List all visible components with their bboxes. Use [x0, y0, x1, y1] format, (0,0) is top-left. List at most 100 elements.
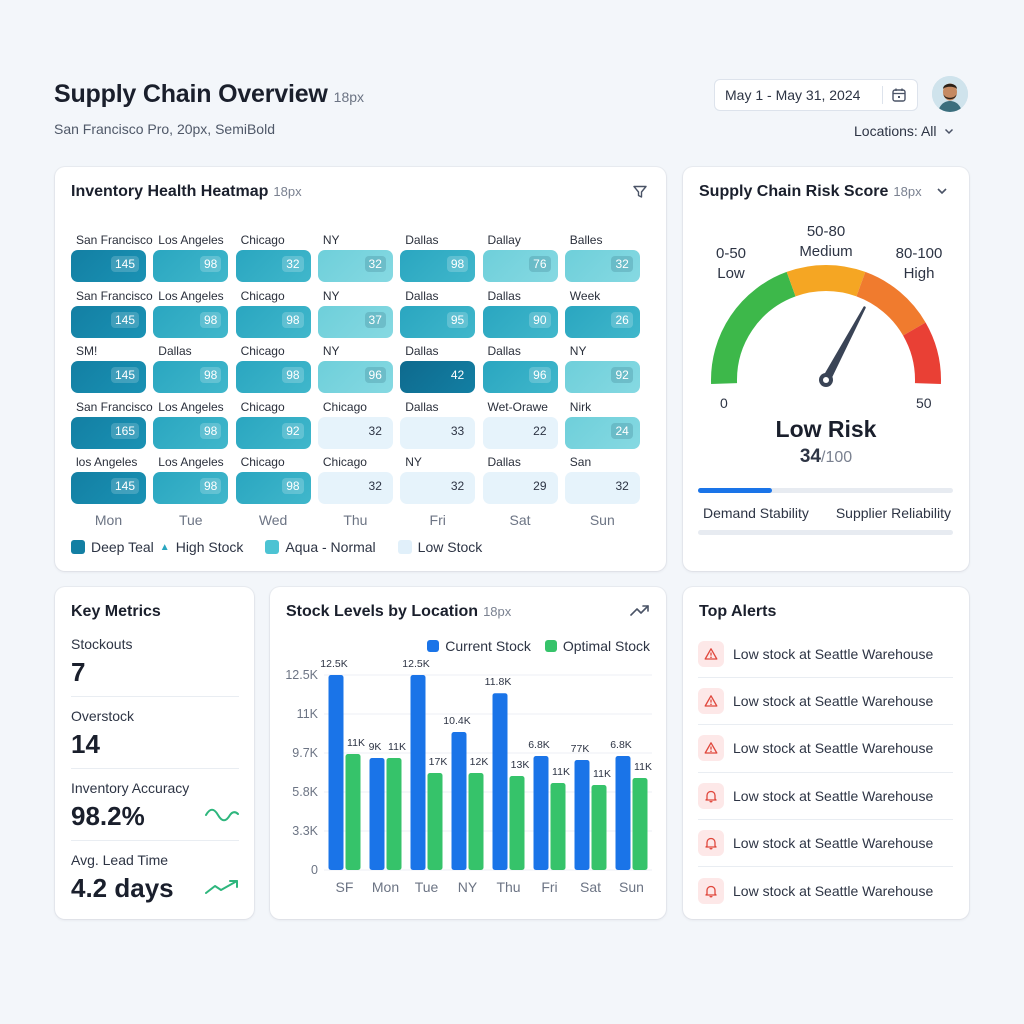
heatmap-cell[interactable]: Chicago 32 — [317, 453, 393, 505]
alert-item[interactable]: Low stock at Seattle Warehouse — [698, 725, 953, 773]
locations-filter[interactable]: Locations: All — [854, 123, 955, 139]
bar-current-stock[interactable] — [615, 756, 631, 870]
bar-optimal-stock[interactable] — [591, 785, 607, 870]
heatmap-cell[interactable]: Dallay 76 — [482, 231, 558, 282]
heatmap-cell-swatch: 98 — [400, 250, 476, 282]
bar-optimal-stock[interactable] — [550, 783, 566, 870]
heatmap-cell[interactable]: Chicago 32 — [235, 231, 311, 282]
heatmap-cell[interactable]: NY 32 — [400, 453, 476, 505]
heatmap-cell-location: San Francisco — [76, 399, 153, 414]
alert-item[interactable]: Low stock at Seattle Warehouse — [698, 773, 953, 820]
bar-optimal-stock[interactable] — [632, 778, 648, 870]
heatmap-cell-location: Chicago — [240, 344, 285, 359]
chevron-down-icon[interactable] — [935, 184, 949, 198]
heatmap-cell-location: Dallas — [158, 344, 192, 359]
alert-item[interactable]: Low stock at Seattle Warehouse — [698, 867, 953, 914]
avatar[interactable] — [932, 76, 968, 112]
alert-text: Low stock at Seattle Warehouse — [733, 882, 934, 899]
heatmap-cell[interactable]: San Francisco 145 — [71, 287, 153, 338]
alert-item[interactable]: Low stock at Seattle Warehouse — [698, 820, 953, 867]
heatmap-cell[interactable]: Dallas 33 — [400, 398, 476, 449]
heatmap-cell[interactable]: Wet-Orawe 22 — [482, 398, 558, 449]
heatmap-cell[interactable]: Los Angeles 98 — [153, 398, 229, 449]
heatmap-cell[interactable]: Dallas 96 — [482, 342, 558, 394]
warning-triangle-icon — [698, 688, 724, 715]
heatmap-cell[interactable]: Chicago 32 — [317, 398, 393, 449]
bar-current-stock[interactable] — [410, 675, 426, 870]
legend-label-high: Deep Teal — [91, 539, 154, 555]
bar-current-stock[interactable] — [533, 756, 549, 870]
bar-optimal-stock[interactable] — [509, 776, 525, 870]
heatmap-cell[interactable]: NY 32 — [317, 231, 393, 282]
heatmap-cell[interactable]: Week 26 — [564, 287, 640, 338]
x-tick-label: Tue — [415, 879, 439, 895]
heatmap-cell[interactable]: Chicago 98 — [235, 287, 311, 338]
heatmap-cell[interactable]: Dallas 98 — [153, 342, 229, 394]
page-title-text: Supply Chain Overview — [54, 80, 328, 108]
heatmap-cell[interactable]: Chicago 98 — [235, 453, 311, 505]
y-tick-label: 11K — [297, 707, 319, 721]
top-alerts-card: Top Alerts Low stock at Seattle Warehous… — [683, 587, 969, 919]
heatmap-cell-value: 145 — [110, 367, 139, 384]
heatmap-cell-swatch: 98 — [153, 305, 229, 338]
user-avatar-icon — [932, 76, 968, 112]
heatmap-cell[interactable]: Dallas 98 — [400, 231, 476, 282]
date-range-picker[interactable]: May 1 - May 31, 2024 — [714, 79, 918, 111]
heatmap-cell-value: 98 — [282, 311, 304, 328]
bar-optimal-stock[interactable] — [345, 754, 361, 870]
filter-icon[interactable] — [632, 184, 648, 200]
heatmap-cell[interactable]: Chicago 92 — [235, 398, 311, 449]
bar-current-stock[interactable] — [574, 760, 590, 870]
trend-up-icon[interactable] — [630, 603, 650, 619]
heatmap-cell-swatch: 145 — [71, 361, 146, 394]
metric-stockouts: Stockouts 7 — [71, 636, 239, 688]
bar-optimal-stock[interactable] — [386, 758, 402, 870]
bar-current-stock[interactable] — [328, 675, 344, 870]
heatmap-cell[interactable]: NY 96 — [317, 342, 393, 394]
heatmap-day-label: Sat — [509, 512, 531, 528]
heatmap-cell[interactable]: Los Angeles 98 — [153, 231, 229, 282]
heatmap-cell[interactable]: Balles 32 — [564, 231, 640, 282]
heatmap-cell-swatch: 98 — [235, 305, 311, 338]
x-tick-label: SF — [336, 879, 354, 895]
alert-item[interactable]: Low stock at Seattle Warehouse — [698, 678, 953, 726]
heatmap-cell-swatch: 32 — [317, 472, 393, 505]
heatmap-cell-swatch: 145 — [71, 472, 146, 505]
legend-optimal-label: Optimal Stock — [562, 638, 650, 654]
heatmap-cell[interactable]: los Angeles 145 — [71, 453, 146, 505]
bar-current-stock[interactable] — [451, 732, 467, 870]
heatmap-cell-swatch: 145 — [71, 305, 146, 338]
heatmap-cell-value: 98 — [282, 367, 304, 384]
heatmap-cell-location: San — [569, 455, 592, 470]
gauge-segment-high — [856, 271, 926, 336]
heatmap-cell-value: 24 — [611, 422, 633, 439]
heatmap-cell[interactable]: San Francisco 145 — [71, 231, 153, 282]
gauge-segment-medium — [786, 265, 866, 297]
heatmap-cell[interactable]: Dallas 29 — [482, 453, 558, 505]
heatmap-cell[interactable]: Nirk 24 — [564, 398, 640, 449]
alert-item[interactable]: Low stock at Seattle Warehouse — [698, 631, 953, 679]
heatmap-cell[interactable]: Chicago 98 — [235, 342, 311, 394]
heatmap-cell[interactable]: Los Angeles 98 — [153, 453, 229, 505]
bar-optimal-stock[interactable] — [468, 773, 484, 870]
heatmap-cell-swatch: 24 — [564, 416, 640, 449]
bar-optimal-stock[interactable] — [427, 773, 443, 870]
bar-current-stock[interactable] — [369, 758, 385, 870]
heatmap-cell[interactable]: Dallas 95 — [400, 287, 476, 338]
heatmap-cell[interactable]: Los Angeles 98 — [153, 287, 229, 338]
alerts-title: Top Alerts — [699, 603, 777, 620]
heatmap-cell-location: Dallas — [487, 344, 521, 359]
gauge-needle-hub — [819, 373, 833, 387]
heatmap-cell[interactable]: Dallas 42 — [400, 342, 476, 394]
heatmap-cell[interactable]: San Francisco 165 — [71, 398, 153, 449]
date-range-divider — [882, 86, 883, 104]
heatmap-cell[interactable]: NY 37 — [317, 287, 393, 338]
metric-inventory-accuracy: Inventory Accuracy 98.2% — [71, 780, 239, 832]
bar-current-stock[interactable] — [492, 693, 508, 870]
heatmap-cell[interactable]: Dallas 90 — [482, 287, 558, 338]
heatmap-cell[interactable]: SM! 145 — [71, 342, 146, 394]
heatmap-cell-location: San Francisco — [76, 233, 153, 247]
y-tick-label: 5.8K — [292, 785, 318, 799]
heatmap-cell[interactable]: San 32 — [564, 453, 640, 505]
heatmap-cell[interactable]: NY 92 — [564, 342, 640, 394]
